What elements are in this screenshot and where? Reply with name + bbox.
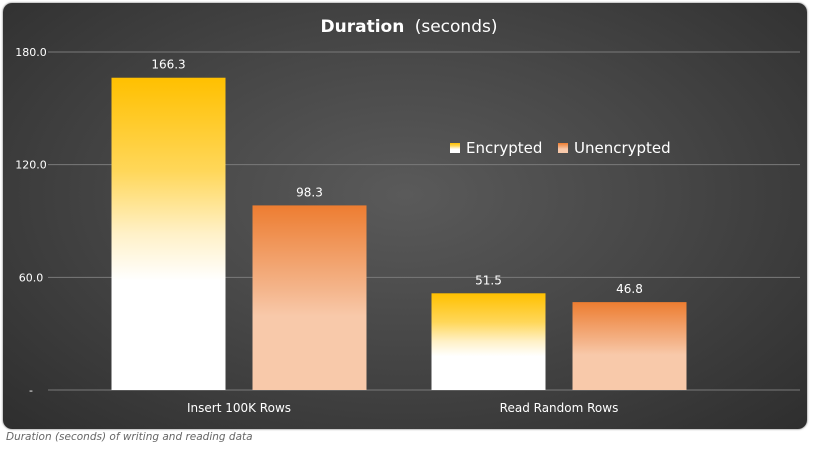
x-tick-label: Insert 100K Rows <box>187 401 291 415</box>
legend-swatch-unencrypted <box>558 143 568 153</box>
bar-value-label: 98.3 <box>296 185 323 199</box>
chart-title-suffix: (seconds) <box>415 17 498 37</box>
figure-caption: Duration (seconds) of writing and readin… <box>6 431 253 443</box>
x-tick-label: Read Random Rows <box>500 401 619 415</box>
y-axis-tick-labels: - 60.0 120.0 180.0 <box>15 46 47 397</box>
bar-value-label: 51.5 <box>475 273 502 287</box>
bars <box>111 77 687 390</box>
x-axis-tick-labels: Insert 100K Rows Read Random Rows <box>187 401 618 415</box>
bar-unencrypted <box>252 205 367 390</box>
bar-encrypted <box>111 77 226 390</box>
y-tick-label: 180.0 <box>15 46 47 59</box>
bar-chart: Duration (seconds) - 60.0 120.0 180.0 166.3… <box>15 17 800 415</box>
chart-title-main: Duration <box>321 17 405 37</box>
bar-value-label: 46.8 <box>616 282 643 296</box>
legend: Encrypted Unencrypted <box>450 139 671 157</box>
legend-label-encrypted: Encrypted <box>466 139 542 157</box>
bar-encrypted <box>431 293 546 390</box>
y-tick-label: 60.0 <box>19 271 44 284</box>
legend-swatch-encrypted <box>450 143 460 153</box>
bar-unencrypted <box>572 302 687 390</box>
bar-value-label: 166.3 <box>151 58 185 72</box>
legend-label-unencrypted: Unencrypted <box>574 139 671 157</box>
y-tick-label: 120.0 <box>15 159 47 172</box>
chart-frame: Duration (seconds) - 60.0 120.0 180.0 166.3… <box>3 3 807 429</box>
data-labels: 166.3 98.3 51.5 46.8 <box>151 58 643 296</box>
y-tick-label: - <box>29 384 33 397</box>
chart-title: Duration (seconds) <box>321 17 498 37</box>
